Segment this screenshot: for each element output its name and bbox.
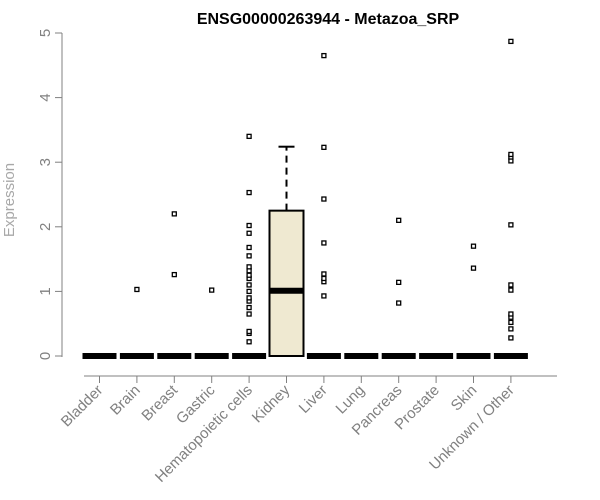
x-tick-label: Kidney bbox=[249, 381, 294, 426]
outlier-point bbox=[246, 311, 252, 317]
x-tick-label: Skin bbox=[448, 382, 481, 415]
y-tick-label: 4 bbox=[37, 93, 54, 101]
outlier-point bbox=[246, 133, 252, 140]
outlier-point bbox=[246, 295, 252, 301]
outlier-point bbox=[134, 286, 140, 293]
outlier-point bbox=[246, 264, 252, 270]
box-group-6 bbox=[306, 52, 341, 359]
outlier-point bbox=[171, 271, 177, 278]
y-axis-label: Expression bbox=[1, 163, 18, 237]
outlier-point bbox=[508, 326, 514, 332]
box-group-8 bbox=[381, 217, 416, 359]
outlier-point bbox=[321, 271, 327, 277]
x-tick-label: Bladder bbox=[58, 382, 107, 431]
outlier-point bbox=[321, 196, 327, 202]
y-axis-ticks: 0 1 2 3 4 5 bbox=[37, 29, 62, 360]
outlier-point bbox=[246, 288, 252, 295]
y-tick-label: 0 bbox=[37, 352, 54, 360]
box-group-2 bbox=[157, 211, 192, 359]
outlier-point bbox=[246, 272, 252, 278]
y-tick-label: 3 bbox=[37, 158, 54, 166]
boxplot-series bbox=[82, 38, 528, 359]
y-tick-label: 2 bbox=[37, 223, 54, 231]
outlier-point bbox=[321, 144, 327, 150]
outlier-point bbox=[508, 222, 514, 228]
outlier-point bbox=[396, 217, 402, 223]
outlier-point bbox=[246, 328, 252, 335]
outlier-point bbox=[246, 339, 252, 345]
outlier-point bbox=[321, 52, 327, 59]
outlier-point bbox=[396, 300, 402, 306]
outlier-point bbox=[396, 279, 402, 286]
outlier-point bbox=[246, 282, 252, 288]
outlier-point bbox=[246, 222, 252, 229]
box bbox=[268, 209, 305, 357]
outlier-point bbox=[508, 38, 514, 45]
outlier-point bbox=[246, 230, 252, 236]
box-group-4 bbox=[232, 133, 267, 359]
x-tick-label: Liver bbox=[296, 382, 331, 417]
outlier-point bbox=[508, 282, 514, 288]
outlier-point bbox=[470, 243, 477, 249]
outlier-point bbox=[246, 253, 252, 259]
outlier-point bbox=[508, 335, 514, 341]
box-group-3 bbox=[194, 287, 229, 359]
box-group-5 bbox=[268, 145, 305, 357]
outlier-point bbox=[246, 304, 252, 311]
outlier-point bbox=[246, 189, 252, 196]
outlier-point bbox=[246, 244, 252, 251]
box-group-10 bbox=[456, 243, 491, 359]
outlier-point bbox=[508, 287, 514, 293]
outlier-point bbox=[508, 319, 514, 326]
chart-title: ENSG00000263944 - Metazoa_SRP bbox=[197, 11, 460, 28]
outlier-point bbox=[321, 240, 327, 246]
y-tick-label: 1 bbox=[37, 287, 54, 295]
outlier-point bbox=[171, 211, 177, 217]
outlier-point bbox=[321, 293, 327, 299]
outlier-point bbox=[508, 151, 514, 158]
outlier-point bbox=[321, 275, 327, 282]
box-group-1 bbox=[119, 286, 154, 359]
outlier-point bbox=[209, 287, 215, 293]
outlier-point bbox=[470, 265, 477, 271]
box-group-11 bbox=[493, 38, 528, 359]
y-tick-label: 5 bbox=[37, 29, 54, 37]
outlier-point bbox=[508, 311, 514, 317]
